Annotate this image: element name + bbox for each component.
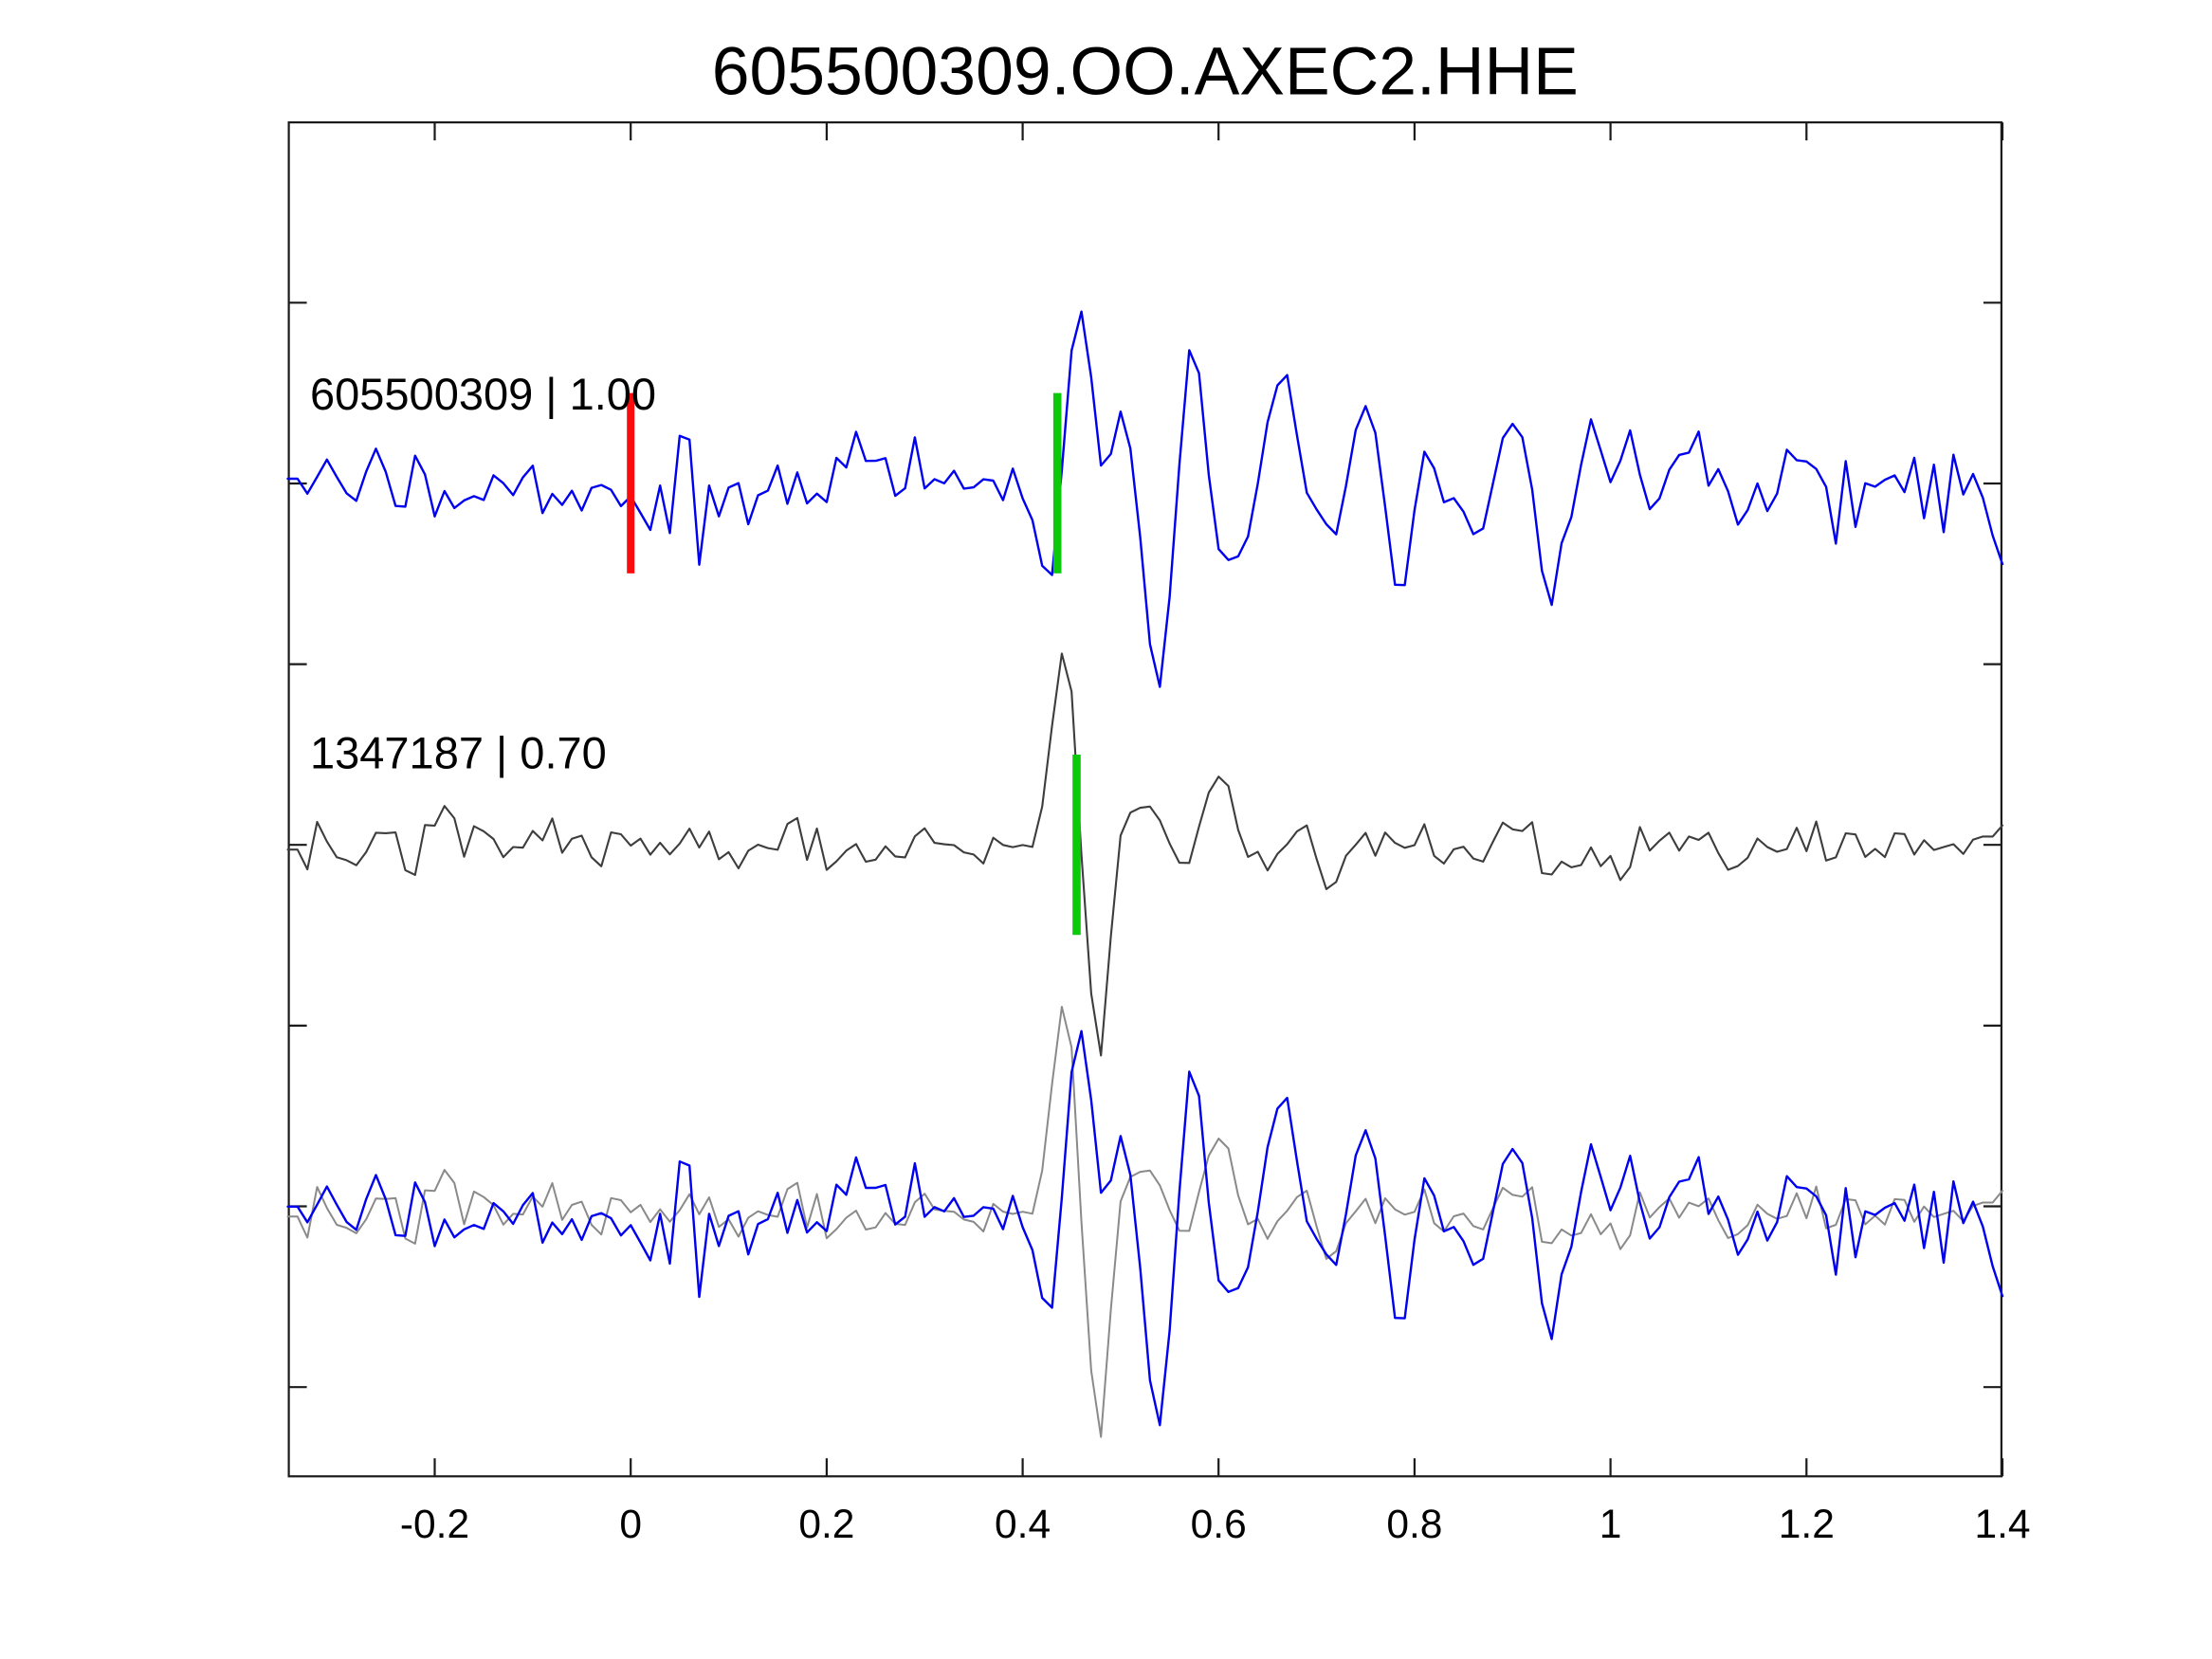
svg-text:1.4: 1.4 xyxy=(1974,1503,2030,1547)
svg-text:1.2: 1.2 xyxy=(1779,1503,1835,1547)
svg-text:0: 0 xyxy=(619,1503,642,1547)
svg-text:605500309.OO.AXEC2.HHE: 605500309.OO.AXEC2.HHE xyxy=(712,34,1579,110)
svg-text:-0.2: -0.2 xyxy=(400,1503,469,1547)
svg-text:1347187 | 0.70: 1347187 | 0.70 xyxy=(310,728,607,778)
svg-text:0.6: 0.6 xyxy=(1191,1503,1247,1547)
svg-text:605500309 | 1.00: 605500309 | 1.00 xyxy=(310,369,656,419)
svg-text:1: 1 xyxy=(1600,1503,1622,1547)
svg-text:0.2: 0.2 xyxy=(798,1503,854,1547)
svg-text:0.8: 0.8 xyxy=(1386,1503,1442,1547)
svg-text:0.4: 0.4 xyxy=(995,1503,1051,1547)
